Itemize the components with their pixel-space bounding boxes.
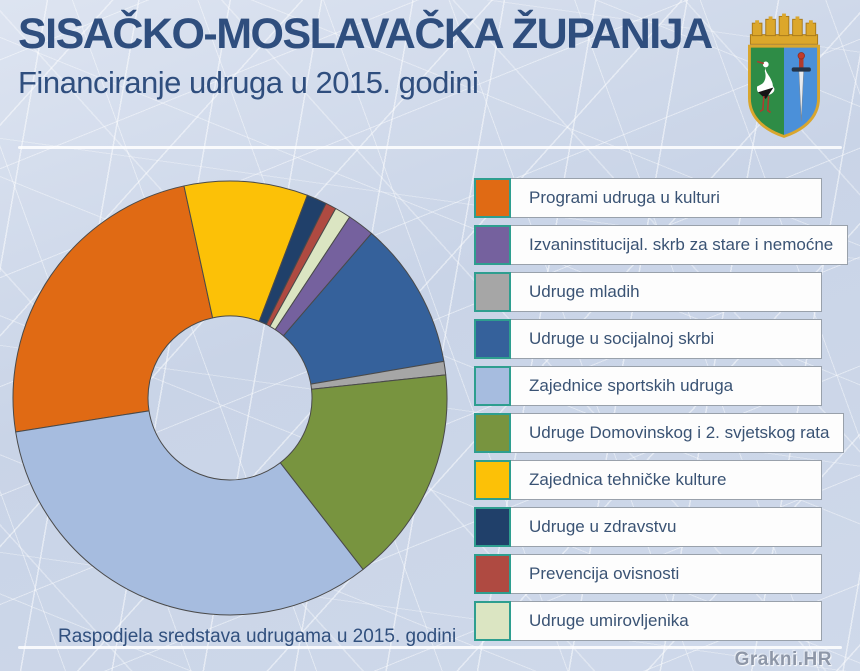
header: SISAČKO-MOSLAVAČKA ŽUPANIJA Financiranje… [18, 10, 713, 101]
legend-item-10: Udruge umirovljenika [474, 601, 848, 641]
legend-swatch [474, 272, 511, 312]
legend-label: Udruge Domovinskog i 2. svjetskog rata [511, 413, 845, 453]
legend-swatch [474, 460, 511, 500]
legend-label: Izvaninstitucijal. skrb za stare i nemoć… [511, 225, 849, 265]
chart-caption: Raspodjela sredstava udrugama u 2015. go… [58, 626, 457, 647]
sword-icon [791, 52, 811, 122]
legend-label: Udruge u socijalnoj skrbi [511, 319, 822, 359]
page-subtitle: Financiranje udruga u 2015. godini [18, 65, 479, 101]
stork-icon [756, 60, 775, 114]
legend-item-4: Udruge u socijalnoj skrbi [474, 319, 848, 359]
legend-swatch [474, 601, 511, 641]
legend-swatch [474, 178, 511, 218]
legend-swatch [474, 225, 511, 265]
legend-label: Udruge u zdravstvu [511, 507, 822, 547]
legend-label: Programi udruga u kulturi [511, 178, 822, 218]
crown-icon [749, 13, 819, 45]
page-title: SISAČKO-MOSLAVAČKA ŽUPANIJA [18, 10, 713, 58]
county-coat-of-arms-icon [748, 13, 820, 138]
pie-slice-7 [282, 232, 445, 385]
legend-label: Prevencija ovisnosti [511, 554, 822, 594]
legend-swatch [474, 413, 511, 453]
legend-item-9: Prevencija ovisnosti [474, 554, 848, 594]
legend-item-5: Zajednice sportskih udruga [474, 366, 848, 406]
donut-chart [12, 180, 448, 616]
pie-slice-10 [15, 410, 364, 616]
legend-label: Udruge mladih [511, 272, 822, 312]
legend-swatch [474, 554, 511, 594]
legend-label: Zajednica tehničke kulture [511, 460, 822, 500]
legend-label: Zajednice sportskih udruga [511, 366, 822, 406]
legend-item-1: Programi udruga u kulturi [474, 178, 848, 218]
legend-swatch [474, 507, 511, 547]
legend-label: Udruge umirovljenika [511, 601, 822, 641]
legend-swatch [474, 319, 511, 359]
legend: Programi udruga u kulturi Izvaninstitucij… [474, 178, 849, 648]
legend-item-7: Zajednica tehničke kulture [474, 460, 848, 500]
legend-item-2: Izvaninstitucijal. skrb za stare i nemoć… [474, 225, 849, 265]
watermark: Grakni.HR [734, 649, 832, 670]
legend-item-6: Udruge Domovinskog i 2. svjetskog rata [474, 413, 848, 453]
shield-icon [748, 44, 820, 138]
legend-item-3: Udruge mladih [474, 272, 848, 312]
pie-slice-1 [12, 185, 214, 433]
footer-divider [18, 646, 842, 649]
header-divider [18, 146, 842, 149]
pie-slice-9 [279, 374, 448, 570]
legend-swatch [474, 366, 511, 406]
legend-item-8: Udruge u zdravstvu [474, 507, 848, 547]
